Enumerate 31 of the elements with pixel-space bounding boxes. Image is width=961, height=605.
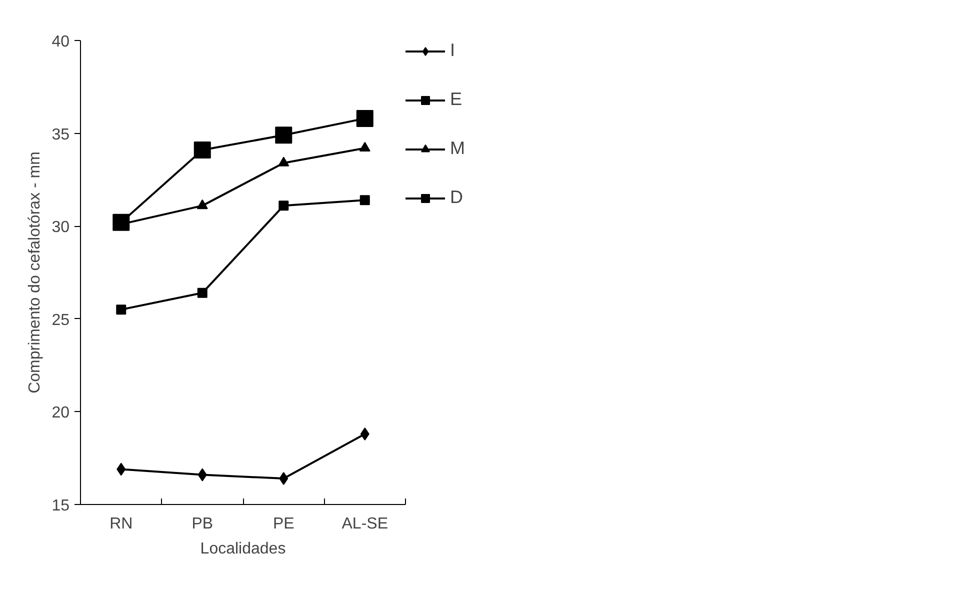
legend-label: I	[450, 40, 456, 61]
point	[359, 142, 370, 152]
x-tick-label: PE	[272, 516, 294, 532]
legend-label: D	[450, 187, 464, 208]
point	[196, 199, 208, 210]
point	[194, 142, 211, 159]
point	[278, 156, 290, 166]
legend-label: E	[450, 89, 464, 110]
x-axis-title: Localidades	[200, 540, 286, 558]
y-tick-label: 35	[52, 126, 70, 144]
point	[278, 200, 289, 211]
point	[197, 288, 208, 298]
legend-label: M	[450, 138, 466, 159]
y-tick-label: 20	[52, 404, 70, 422]
point	[112, 214, 130, 231]
y-tick-label: 30	[52, 219, 70, 236]
y-tick-label: 40	[52, 34, 70, 50]
point	[360, 195, 370, 206]
point	[279, 472, 288, 486]
y-axis-title: Comprimento do cefalotórax - mm	[26, 152, 44, 394]
point	[198, 468, 207, 482]
y-tick-label: 15	[52, 498, 70, 514]
x-tick-label: AL-SE	[342, 516, 388, 532]
x-tick-label: RN	[110, 516, 133, 532]
point	[116, 304, 126, 315]
x-tick-label: PB	[192, 516, 214, 532]
y-tick-label: 25	[52, 312, 70, 329]
point	[275, 126, 292, 144]
point	[360, 427, 370, 440]
point	[356, 110, 374, 127]
point	[116, 462, 126, 476]
